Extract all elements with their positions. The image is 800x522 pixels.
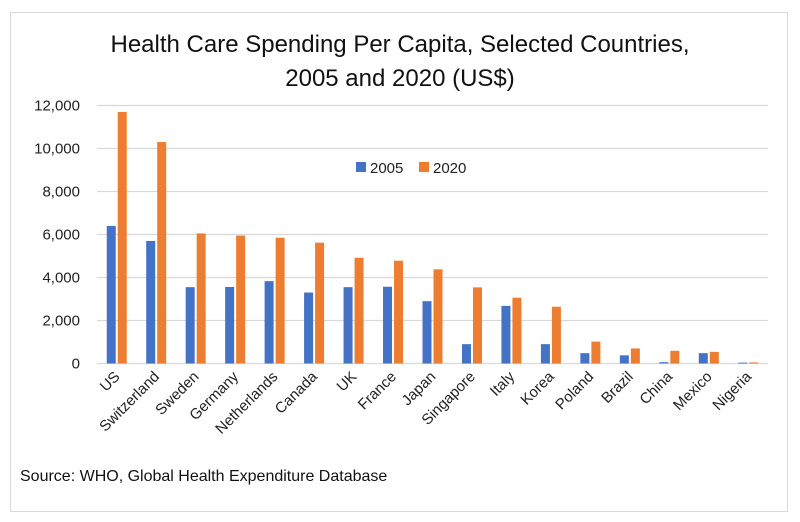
x-tick-label: Canada [272,368,322,418]
bar-2020-korea [551,306,561,364]
bar-2020-netherlands [275,237,285,364]
x-tick-label: Nigeria [709,368,755,414]
x-tick-label: France [355,368,400,413]
y-tick-label: 0 [72,356,80,373]
bar-2005-nigeria [738,362,748,364]
y-tick-label: 6,000 [42,227,80,244]
bar-2005-canada [304,292,314,364]
y-tick-label: 4,000 [42,270,80,287]
bar-2020-italy [512,297,522,364]
bar-2005-brazil [619,355,629,364]
bar-2020-switzerland [157,142,167,364]
legend-swatch-2020 [419,162,429,172]
bar-2005-italy [501,305,511,364]
bar-2020-canada [315,242,325,364]
chart-title: Health Care Spending Per Capita, Selecte… [0,28,800,96]
bar-2005-switzerland [146,240,156,364]
bar-2005-netherlands [264,281,274,364]
y-tick-label: 12,000 [34,98,80,115]
bar-2005-japan [422,301,432,364]
x-tick-label: Poland [552,368,597,413]
bar-2020-france [394,260,404,364]
x-tick-label: UK [334,368,361,395]
bar-2005-sweden [185,287,195,364]
chart-title-line-1: Health Care Spending Per Capita, Selecte… [110,31,690,58]
chart-title-line-2: 2005 and 2020 (US$) [285,65,515,92]
y-tick-label: 2,000 [42,313,80,330]
x-tick-label: Italy [487,368,519,400]
bar-2020-mexico [709,351,719,364]
bar-2005-singapore [461,344,471,364]
bar-2005-china [659,362,669,364]
bar-2020-poland [591,341,601,364]
bar-2020-germany [236,235,246,364]
bar-2005-mexico [698,353,708,364]
y-tick-label: 10,000 [34,141,80,158]
bar-2020-us [117,111,127,364]
legend-label-2020: 2020 [433,160,466,177]
bar-2020-japan [433,269,443,364]
bar-2005-poland [580,353,590,364]
bar-2005-france [383,286,393,364]
bar-2005-germany [225,286,235,364]
bar-2020-brazil [630,348,640,364]
bar-2020-china [670,350,680,364]
x-tick-label: Mexico [670,368,716,414]
bar-2020-uk [354,257,364,364]
x-tick-label: Brazil [598,368,637,407]
legend-label-2005: 2005 [370,160,403,177]
bar-2020-sweden [196,233,206,364]
bar-2020-singapore [472,287,482,364]
bar-2020-nigeria [749,362,759,364]
x-tick-label: US [97,368,124,395]
y-tick-label: 8,000 [42,184,80,201]
bar-2005-korea [540,344,550,364]
bar-2005-us [106,225,116,364]
source-note: Source: WHO, Global Health Expenditure D… [20,468,388,485]
legend-swatch-2005 [356,162,366,172]
bar-2005-uk [343,287,353,364]
